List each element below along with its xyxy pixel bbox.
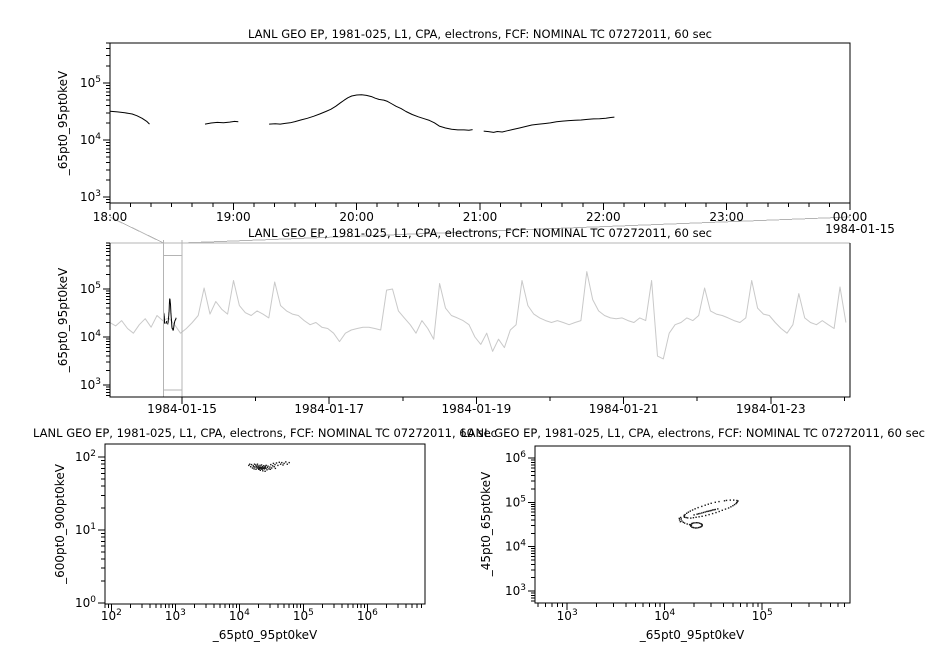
y-tick-label: 105 <box>80 281 101 296</box>
axes-layer <box>98 42 851 611</box>
detail-time-tick-label: 00:00 <box>833 210 868 224</box>
scatter-right-plot-area[interactable] <box>535 446 850 603</box>
detail-y-axis-label: _65pt0_95pt0keV <box>56 70 70 176</box>
y-tick-label: 105 <box>505 494 526 509</box>
x-tick-label: 105 <box>752 608 773 623</box>
scatter-left-plot-frame <box>104 443 426 605</box>
context-highlight-segment <box>172 317 177 331</box>
zoom-connector-left <box>109 216 164 244</box>
x-tick-label: 103 <box>165 608 186 623</box>
detail-time-tick-label: 20:00 <box>339 210 374 224</box>
context-plot-title: LANL GEO EP, 1981-025, L1, CPA, electron… <box>248 226 712 240</box>
y-tick-label: 104 <box>80 132 101 147</box>
scatter-right-x-axis-label: _65pt0_95pt0keV <box>639 628 745 642</box>
context-highlight-segment <box>165 320 168 325</box>
detail-series-segment <box>109 110 150 125</box>
context-date-tick-label: 1984-01-21 <box>589 402 659 416</box>
overview-overlay-layer <box>109 216 851 397</box>
scatter-left-x-axis-label: _65pt0_95pt0keV <box>212 628 318 642</box>
x-tick-label: 104 <box>229 608 250 623</box>
context-y-axis-label: _65pt0_95pt0keV <box>56 267 70 373</box>
zoom-connector-right <box>181 216 851 244</box>
context-plot-area[interactable] <box>110 243 850 397</box>
context-plot-frame <box>109 243 851 398</box>
detail-time-tick-label: 18:00 <box>93 210 128 224</box>
scatter-left-y-axis-label: _600pt0_900pt0keV <box>53 463 67 585</box>
detail-time-tick-label: 21:00 <box>463 210 498 224</box>
scatter-left-plot-title: LANL GEO EP, 1981-025, L1, CPA, electron… <box>33 426 497 440</box>
x-tick-label: 102 <box>101 608 122 623</box>
x-tick-label: 104 <box>654 608 675 623</box>
x-tick-label: 103 <box>557 608 578 623</box>
detail-series-segment <box>269 94 473 131</box>
scatter-left-plot-area[interactable] <box>105 444 425 604</box>
context-date-tick-label: 1984-01-19 <box>442 402 512 416</box>
y-tick-label: 103 <box>505 583 526 598</box>
y-tick-label: 103 <box>80 189 101 204</box>
x-tick-label: 105 <box>293 608 314 623</box>
y-tick-label: 102 <box>75 449 96 464</box>
y-tick-label: 106 <box>505 450 526 465</box>
detail-plot-title: LANL GEO EP, 1981-025, L1, CPA, electron… <box>248 27 712 41</box>
detail-time-tick-label: 19:00 <box>216 210 251 224</box>
scatter-right-plot-title: LANL GEO EP, 1981-025, L1, CPA, electron… <box>461 426 925 440</box>
detail-time-tick-label: 22:00 <box>586 210 621 224</box>
scatter-right-y-axis-label: _45pt0_65pt0keV <box>479 471 493 577</box>
detail-plot-area[interactable] <box>110 43 850 203</box>
y-tick-label: 103 <box>80 377 101 392</box>
context-date-tick-label: 1984-01-17 <box>294 402 364 416</box>
y-tick-label: 100 <box>75 595 96 610</box>
context-date-tick-label: 1984-01-15 <box>147 402 217 416</box>
scatter-left-points <box>248 461 290 472</box>
y-tick-label: 104 <box>505 539 526 554</box>
y-tick-label: 101 <box>75 522 96 537</box>
y-tick-label: 105 <box>80 75 101 90</box>
scatter-right-plot-frame <box>534 445 851 604</box>
context-date-tick-label: 1984-01-23 <box>736 402 806 416</box>
detail-time-tick-label: 23:00 <box>709 210 744 224</box>
scatter-right-points <box>678 499 739 529</box>
y-tick-label: 104 <box>80 329 101 344</box>
context-series-line <box>109 271 847 360</box>
detail-series-segment <box>204 120 239 125</box>
context-highlight-segment <box>167 298 174 331</box>
x-tick-label: 106 <box>357 608 378 623</box>
detail-date-label: 1984-01-15 <box>825 222 895 236</box>
detail-series-segment <box>483 116 615 133</box>
